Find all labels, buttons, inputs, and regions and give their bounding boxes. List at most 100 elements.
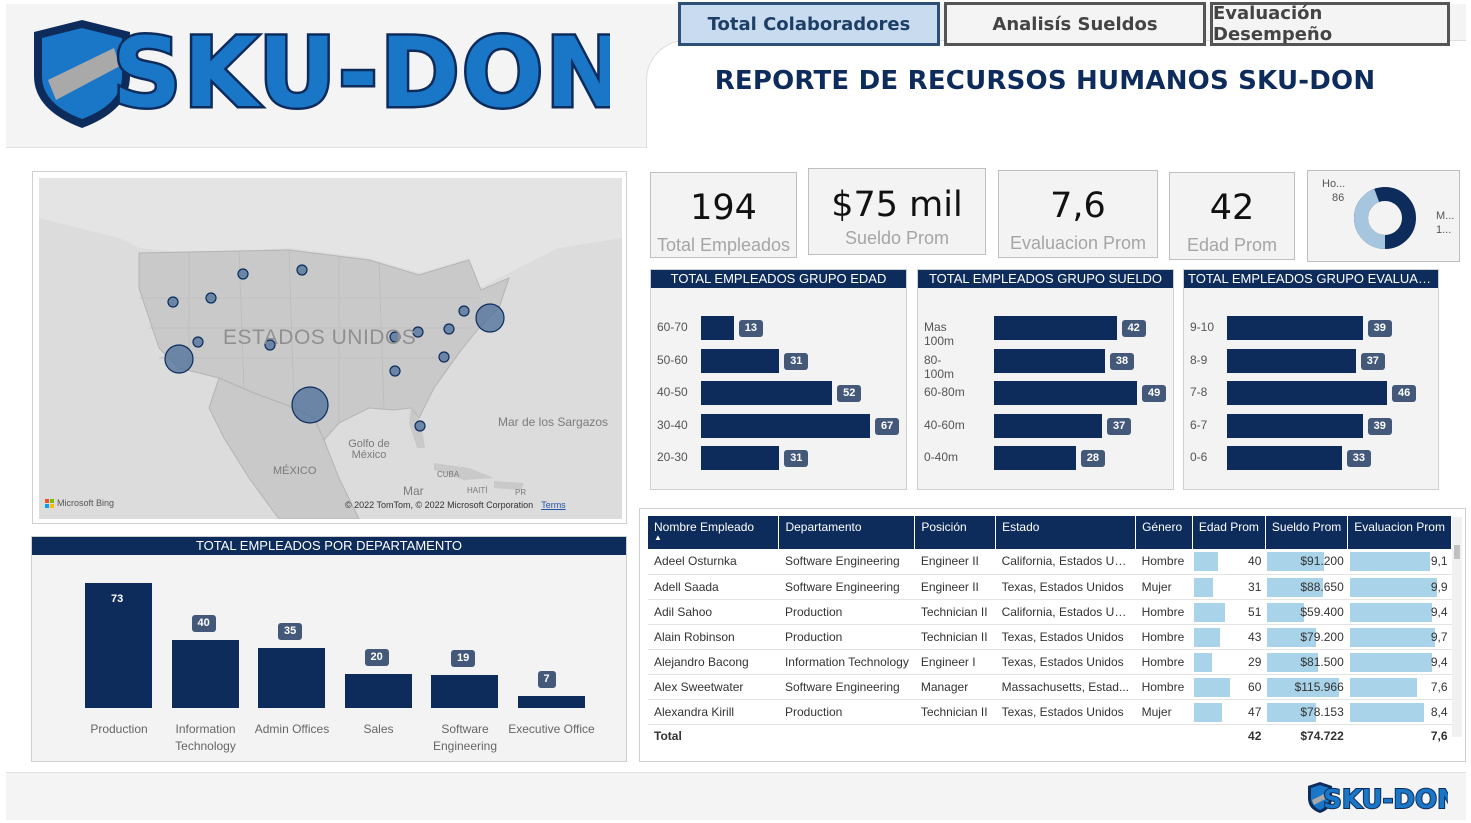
bar-category-label: Executive Office <box>508 722 595 736</box>
bar[interactable] <box>258 648 325 708</box>
chart-grupo-evaluacion[interactable]: TOTAL EMPLEADOS GRUPO EVALUACI... 9-10 39… <box>1183 269 1439 490</box>
chart-departamento[interactable]: TOTAL EMPLEADOS POR DEPARTAMENTO 73 Produ… <box>31 536 627 762</box>
data-bar <box>1267 627 1317 647</box>
bar[interactable] <box>517 696 585 708</box>
data-bar <box>1267 552 1325 571</box>
table-row[interactable]: Alexandra Kirill Production Technician II T… <box>648 699 1452 725</box>
cell-edad: 43 <box>1192 624 1266 650</box>
footer-logo-text: SKU-DON <box>1323 785 1448 814</box>
bar-category-label: 40-60m <box>924 417 965 432</box>
donut-label-mujer: M... 1... <box>1436 210 1455 236</box>
gender-donut-card[interactable]: Ho... 86 M... 1... <box>1307 170 1460 262</box>
bar[interactable] <box>701 381 833 405</box>
map-bubbles <box>164 264 505 432</box>
bar[interactable] <box>344 673 412 708</box>
map-terms-link[interactable]: Terms <box>541 500 566 510</box>
col-genero[interactable]: Género <box>1135 516 1193 549</box>
table-row[interactable]: Adell Saada Software Engineering Engineer … <box>648 574 1452 600</box>
bar-row[interactable]: 0-40m 28 <box>918 446 1173 470</box>
chart-grupo-edad[interactable]: TOTAL EMPLEADOS GRUPO EDAD 60-70 13 50-60 3… <box>650 269 907 490</box>
table-row[interactable]: Alex Sweetwater Software Engineering Manag… <box>648 674 1452 700</box>
employee-table-visual[interactable]: Nombre Empleado ▲ Departamento Posición E… <box>639 508 1466 762</box>
table-row[interactable]: Alejandro Bacong Information Technology En… <box>648 649 1452 675</box>
col-nombre[interactable]: Nombre Empleado ▲ <box>648 516 780 549</box>
bar-row[interactable]: 50-60 31 <box>651 348 906 373</box>
bar-row[interactable]: 7-8 46 <box>1184 381 1438 405</box>
bing-attribution: Microsoft Bing <box>45 498 114 508</box>
bar[interactable] <box>701 316 734 340</box>
bar-row[interactable]: 60-80m 49 <box>918 381 1173 405</box>
bar[interactable] <box>701 446 780 470</box>
col-posicion[interactable]: Posición <box>914 516 997 549</box>
table-header-row: Nombre Empleado ▲ Departamento Posición E… <box>648 516 1452 549</box>
cell-nombre: Alain Robinson <box>648 624 779 650</box>
bar-row[interactable]: 60-70 13 <box>651 316 906 340</box>
bar[interactable] <box>701 348 780 373</box>
bar[interactable] <box>701 413 870 438</box>
bar-category-label: 60-80m <box>924 385 965 399</box>
bar-value-label: 20 <box>364 648 389 666</box>
bar-row[interactable]: 0-6 33 <box>1184 446 1438 470</box>
bar[interactable] <box>994 413 1102 438</box>
bar[interactable] <box>1227 381 1387 405</box>
bar-row[interactable]: Mas 100m 42 <box>918 316 1173 348</box>
bar[interactable] <box>171 639 239 708</box>
col-edad[interactable]: Edad Prom <box>1192 516 1266 549</box>
bar-category-label: Mas 100m <box>924 320 955 348</box>
bar-category-label: Software Engineering <box>432 722 498 753</box>
bar-value-label: 37 <box>1106 417 1132 435</box>
col-departamento[interactable]: Departamento <box>778 516 916 549</box>
bar-row[interactable]: 9-10 39 <box>1184 316 1438 340</box>
cell-sueldo: $78.153 <box>1265 699 1348 725</box>
cell-sueldo: $91.200 <box>1265 549 1348 575</box>
bar-row[interactable]: 40-60m 37 <box>918 413 1173 438</box>
data-bar <box>1267 702 1316 722</box>
bar[interactable] <box>1227 316 1363 340</box>
scrollbar-thumb[interactable] <box>1454 545 1460 559</box>
bar-row[interactable]: 8-9 37 <box>1184 348 1438 373</box>
col-evaluacion[interactable]: Evaluacion Prom <box>1347 516 1452 549</box>
bar-row[interactable]: 20-30 31 <box>651 446 906 470</box>
kpi-label: Total Empleados <box>656 235 791 255</box>
bar[interactable] <box>431 675 498 708</box>
col-sueldo[interactable]: Sueldo Prom <box>1265 516 1349 549</box>
cell-estado: Massachusetts, Estad... <box>995 674 1136 700</box>
bar-row[interactable]: 80-100m 38 <box>918 348 1173 381</box>
bar[interactable] <box>994 381 1137 405</box>
chart-grupo-sueldo[interactable]: TOTAL EMPLEADOS GRUPO SUELDO Mas 100m 42 8… <box>917 269 1174 490</box>
bar-row[interactable]: 40-50 52 <box>651 381 906 405</box>
bar[interactable] <box>994 348 1105 373</box>
bar[interactable] <box>994 446 1076 470</box>
bar[interactable] <box>1227 413 1363 438</box>
cell-posicion: Engineer I <box>914 649 996 675</box>
map-visual[interactable]: ESTADOS UNIDOS Mar de los Sargazos Golfo… <box>32 171 627 524</box>
bar[interactable] <box>1227 348 1356 373</box>
map-credit: © 2022 TomTom, © 2022 Microsoft Corporat… <box>345 500 566 510</box>
bar-row[interactable]: 30-40 67 <box>651 413 906 438</box>
map-canvas[interactable]: ESTADOS UNIDOS Mar de los Sargazos Golfo… <box>39 178 622 519</box>
bar[interactable] <box>1227 446 1342 470</box>
bar-value-label: 49 <box>1142 385 1167 402</box>
donut-label-hombre: Ho... 86 <box>1322 178 1346 204</box>
table-scrollbar[interactable] <box>1452 517 1462 737</box>
cell-posicion: Technician II <box>914 624 996 650</box>
tab-total-colaboradores[interactable]: Total Colaboradores <box>678 2 940 46</box>
data-bar <box>1267 677 1340 697</box>
bar[interactable] <box>85 583 152 708</box>
cell-genero: Mujer <box>1135 574 1193 600</box>
bar-category-label: 20-30 <box>657 450 688 464</box>
bar-row[interactable]: 6-7 39 <box>1184 413 1438 438</box>
data-bar <box>1349 652 1433 672</box>
bar-value-label: 31 <box>784 450 809 467</box>
bar[interactable] <box>994 316 1117 340</box>
total-sueldo: $74.722 <box>1265 723 1348 748</box>
tab-evaluacion-desempeno[interactable]: Evaluación Desempeño <box>1210 2 1450 46</box>
col-estado[interactable]: Estado <box>995 516 1137 549</box>
table-row[interactable]: Alain Robinson Production Technician II Tex… <box>648 624 1452 650</box>
tab-analisis-sueldos[interactable]: Analisís Sueldos <box>944 2 1206 46</box>
table-row[interactable]: Adil Sahoo Production Technician II Califor… <box>648 599 1452 625</box>
bar-value-label: 7 <box>537 671 556 688</box>
bar-value-label: 19 <box>451 650 476 668</box>
bar-category-label: 80-100m <box>924 352 955 381</box>
table-row[interactable]: Adeel Osturnka Software Engineering Engine… <box>648 549 1452 575</box>
